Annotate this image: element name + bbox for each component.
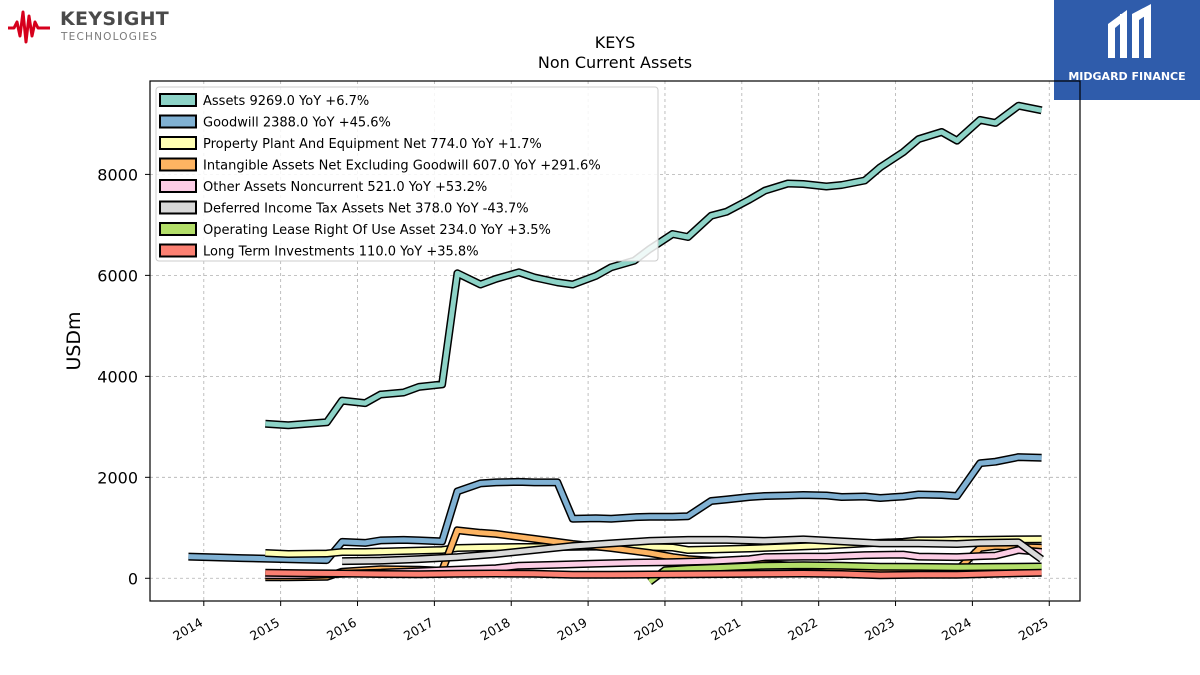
series-line: [342, 536, 1044, 564]
x-tick-label: 2022: [785, 615, 820, 644]
midgard-finance-name: MIDGARD FINANCE: [1068, 70, 1186, 83]
legend-swatch: [159, 114, 197, 129]
x-tick-label: 2025: [1016, 615, 1051, 644]
x-tick-label: 2020: [631, 615, 666, 644]
y-tick-label: 6000: [97, 266, 138, 285]
y-tick-label: 2000: [97, 468, 138, 487]
x-tick-label: 2017: [401, 615, 436, 644]
legend-entry-label: Long Term Investments 110.0 YoY +35.8%: [203, 245, 479, 260]
keysight-wave-icon: [8, 10, 50, 44]
legend-entry-label: Intangible Assets Net Excluding Goodwill…: [203, 159, 601, 174]
legend: Assets 9269.0 YoY +6.7% Goodwill 2388.0 Y…: [155, 86, 659, 262]
series-line: [648, 562, 1042, 584]
x-tick-label: 2021: [708, 615, 743, 644]
x-tick-label: 2018: [478, 615, 513, 644]
y-tick-label: 4000: [97, 367, 138, 386]
legend-entry-label: Assets 9269.0 YoY +6.7%: [203, 94, 369, 109]
midgard-emblem-icon: [1108, 4, 1151, 58]
y-axis-ticks: 0 2000 4000 6000 8000: [97, 165, 150, 588]
x-tick-label: 2024: [939, 615, 974, 644]
y-axis-label: USDm: [63, 311, 85, 370]
legend-swatch: [159, 200, 197, 215]
legend-frame: [155, 86, 659, 262]
midgard-finance-logo: MIDGARD FINANCE: [1054, 0, 1200, 100]
legend-swatch: [159, 179, 197, 193]
legend-entry-label: Property Plant And Equipment Net 774.0 Y…: [203, 137, 542, 152]
keysight-logo-name: KEYSIGHT: [60, 8, 170, 30]
series-line: [188, 454, 1042, 563]
keysight-logo: KEYSIGHT TECHNOLOGIES: [6, 6, 176, 46]
chart-title: KEYS: [595, 33, 636, 52]
series-lines: [188, 101, 1044, 585]
legend-entry-label: Other Assets Noncurrent 521.0 YoY +53.2%: [203, 180, 487, 195]
legend-swatch: [159, 222, 197, 236]
keysight-logo-subtitle: TECHNOLOGIES: [61, 31, 159, 43]
legend-entry-label: Operating Lease Right Of Use Asset 234.0…: [203, 223, 551, 238]
legend-swatch: [159, 243, 197, 258]
legend-entry-label: Deferred Income Tax Assets Net 378.0 YoY…: [203, 202, 529, 217]
x-tick-label: 2023: [862, 615, 897, 644]
y-tick-label: 0: [128, 569, 138, 588]
x-axis-ticks: 2014 2015 2016 2017 2018 2019 2020 2021 2022 2023…: [170, 601, 1051, 644]
legend-swatch: [159, 93, 197, 107]
plot-area-frame: [149, 80, 1081, 602]
series-line: [265, 103, 1043, 428]
y-tick-label: 8000: [97, 165, 138, 184]
legend-swatch: [159, 157, 197, 172]
x-tick-label: 2016: [324, 615, 359, 644]
legend-swatch: [159, 136, 197, 150]
series-line: [265, 570, 1042, 578]
x-tick-label: 2019: [555, 615, 590, 644]
x-tick-label: 2014: [170, 615, 205, 644]
chart-subtitle: Non Current Assets: [538, 53, 692, 72]
x-tick-label: 2015: [247, 615, 282, 644]
legend-entry-label: Goodwill 2388.0 YoY +45.6%: [203, 116, 391, 131]
